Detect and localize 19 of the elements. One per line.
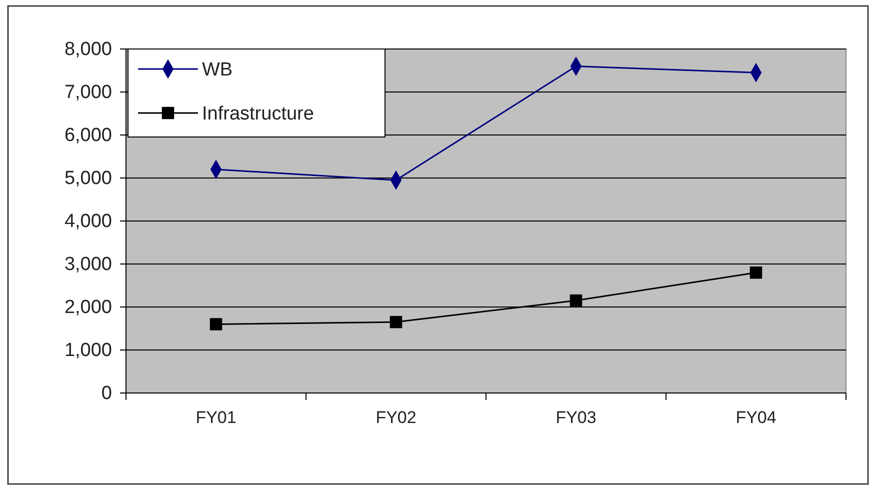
y-tick-label: 5,000	[64, 168, 112, 190]
point	[390, 316, 402, 328]
y-tick-label: 1,000	[64, 340, 112, 362]
legend-label: WB	[202, 60, 233, 81]
point	[210, 318, 222, 330]
x-tick-label: FY02	[376, 408, 416, 428]
x-tick-label: FY04	[736, 408, 776, 428]
y-tick-label: 4,000	[64, 211, 112, 232]
y-tick-label: 8,000	[64, 39, 112, 60]
point	[750, 266, 762, 279]
legend-label: Infrastructure	[202, 104, 314, 125]
y-tick-label: 3,000	[64, 254, 112, 276]
x-tick-label: FY01	[196, 408, 236, 428]
point	[570, 294, 582, 307]
y-tick-label: 2,000	[64, 297, 112, 318]
y-tick-label: 0	[101, 383, 112, 404]
y-tick-label: 7,000	[64, 82, 112, 104]
x-tick-label: FY03	[556, 408, 596, 428]
y-tick-label: 6,000	[64, 125, 112, 146]
